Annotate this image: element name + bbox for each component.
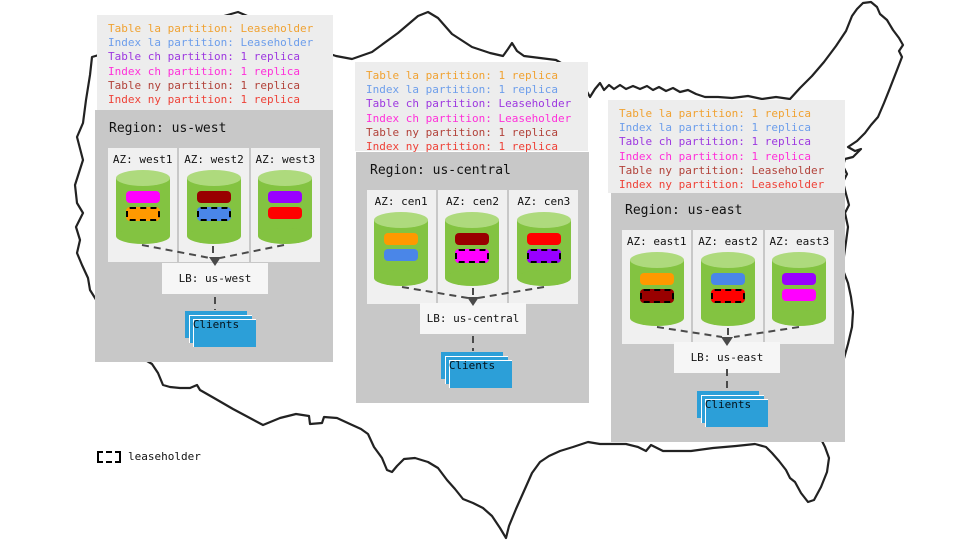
legend-line: Table la partition: 1 replica (366, 69, 559, 82)
database-cylinder (445, 212, 500, 286)
partition-bar (639, 273, 674, 285)
load-balancer-us-west: LB: us-west (162, 263, 268, 294)
legend-line: Index ny partition: 1 replica (108, 93, 301, 107)
partition-bar (782, 273, 817, 285)
load-balancer-us-east: LB: us-east (674, 342, 780, 373)
partition-bar (782, 289, 817, 301)
legend-line: Table ch partition: 1 replica (619, 135, 812, 149)
legend-line: Table la partition: 1 replica (619, 107, 812, 120)
az-box-west1: AZ: west1 (108, 148, 178, 262)
partition-bar (710, 273, 745, 285)
az-label: AZ: east1 (626, 235, 687, 248)
az-box-cen2: AZ: cen2 (437, 190, 508, 304)
partition-bar-leaseholder (710, 289, 745, 303)
az-box-east3: AZ: east3 (764, 230, 834, 344)
clients-box-us-west: Clients (185, 311, 256, 347)
legend-line: Table ny partition: Leaseholder (619, 163, 825, 177)
legend-line: Table ch partition: Leaseholder (366, 97, 572, 111)
clients-box-us-central: Clients (441, 352, 512, 388)
legend-line: Index ny partition: Leaseholder (619, 178, 825, 192)
partition-bar (526, 233, 561, 245)
region-title: Region: us-west (109, 121, 227, 136)
legend-line: Index ny partition: 1 replica (366, 140, 559, 154)
az-label: AZ: west2 (184, 153, 244, 166)
legend-line: Index la partition: 1 replica (366, 83, 559, 97)
leaseholder-swatch-icon (97, 450, 121, 463)
az-box-cen3: AZ: cen3 (509, 190, 579, 304)
database-cylinder (629, 252, 684, 326)
az-box-cen1: AZ: cen1 (366, 190, 436, 304)
partition-legend-us-east: Table la partition: 1 replica Index la p… (608, 100, 845, 193)
partition-legend-us-central: Table la partition: 1 replica Index la p… (355, 62, 588, 154)
partition-bar (384, 233, 419, 245)
partition-legend-us-west: Table la partition: Leaseholder Index la… (97, 15, 333, 110)
partition-bar-leaseholder (125, 207, 160, 221)
load-balancer-us-central: LB: us-central (420, 303, 526, 334)
database-cylinder (186, 170, 241, 244)
database-cylinder (258, 170, 313, 244)
az-row: AZ: west1 AZ: west2 AZ: west3 (108, 148, 320, 262)
az-label: AZ: cen2 (446, 195, 499, 208)
database-cylinder (516, 212, 571, 286)
leaseholder-key: leaseholder (97, 450, 201, 463)
legend-line: Table ch partition: 1 replica (108, 50, 301, 64)
clients-box-us-east: Clients (697, 391, 768, 427)
az-box-west3: AZ: west3 (250, 148, 320, 262)
legend-line: Index ch partition: Leaseholder (366, 111, 572, 125)
partition-bar-leaseholder (196, 207, 231, 221)
legend-line: Table ny partition: 1 replica (366, 125, 559, 139)
partition-bar-leaseholder (526, 249, 561, 263)
partition-bar-leaseholder (639, 289, 674, 303)
partition-bar (268, 207, 303, 219)
az-row: AZ: cen1 AZ: cen2 AZ: cen3 (366, 190, 579, 304)
database-cylinder (772, 252, 827, 326)
region-title: Region: us-east (625, 203, 743, 218)
az-label: AZ: cen1 (374, 195, 428, 208)
az-box-west2: AZ: west2 (179, 148, 249, 262)
az-label: AZ: east2 (698, 235, 758, 248)
legend-line: Table ny partition: 1 replica (108, 78, 301, 92)
az-label: AZ: west1 (112, 153, 173, 166)
legend-line: Index ch partition: 1 replica (619, 149, 812, 163)
region-title: Region: us-central (370, 163, 511, 178)
leaseholder-key-label: leaseholder (128, 450, 201, 463)
database-cylinder (700, 252, 755, 326)
az-box-east1: AZ: east1 (622, 230, 692, 344)
az-row: AZ: east1 AZ: east2 AZ: east3 (622, 230, 834, 344)
partition-bar (125, 191, 160, 203)
partition-bar (268, 191, 303, 203)
legend-line: Table la partition: Leaseholder (108, 22, 314, 35)
partition-bar (196, 191, 231, 203)
az-label: AZ: cen3 (517, 195, 571, 208)
partition-bar-leaseholder (455, 249, 490, 263)
database-cylinder (115, 170, 170, 244)
legend-line: Index la partition: 1 replica (619, 121, 812, 135)
partition-bar (384, 249, 419, 261)
database-cylinder (374, 212, 429, 286)
legend-line: Index la partition: Leaseholder (108, 36, 314, 50)
az-label: AZ: east3 (769, 235, 830, 248)
az-box-east2: AZ: east2 (693, 230, 763, 344)
partition-bar (455, 233, 490, 245)
az-label: AZ: west3 (255, 153, 316, 166)
legend-line: Index ch partition: 1 replica (108, 64, 301, 78)
